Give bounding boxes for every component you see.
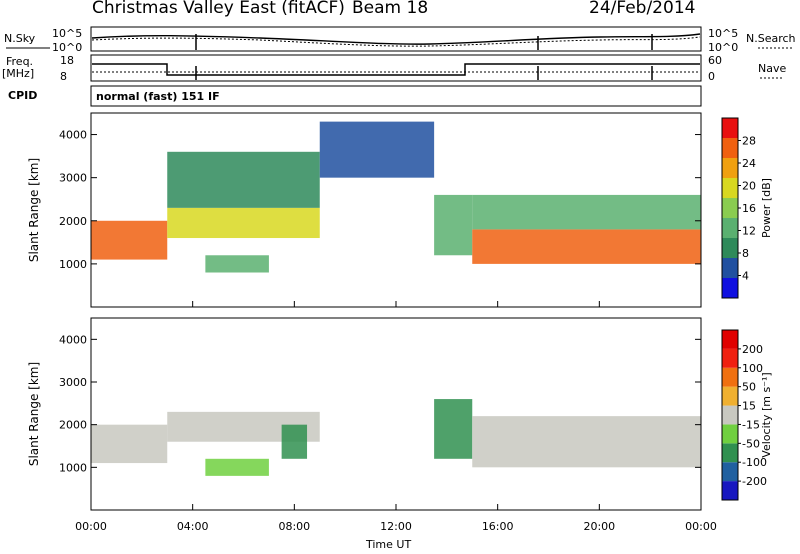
noise-panel-frame <box>90 26 702 52</box>
time-tick-label-2: 08:00 <box>278 520 310 533</box>
noise-search-legend-line <box>758 47 792 49</box>
power-colorbar-segment-8 <box>722 118 738 138</box>
noise-left-tick-bottom: 10^0 <box>52 41 83 54</box>
power-echo-region-5 <box>434 194 473 256</box>
freq-left-tick-top: 18 <box>60 54 74 67</box>
noise-search-label: N.Search <box>746 32 796 45</box>
power-colorbar-segment-7 <box>722 138 738 158</box>
velocity-colorbar-segment-3 <box>722 424 738 444</box>
power-colorbar-tick-label-3: 16 <box>742 202 756 215</box>
time-tick-label-1: 04:00 <box>177 520 209 533</box>
power-colorbar-segment-3 <box>722 218 738 238</box>
velocity-colorbar-tick-label-0: 200 <box>742 343 763 356</box>
velocity-y-tick-label-3: 4000 <box>59 333 87 346</box>
power-colorbar-segment-6 <box>722 158 738 178</box>
power-colorbar-segment-2 <box>722 238 738 258</box>
power-colorbar-segment-4 <box>722 198 738 218</box>
power-y-axis-label: Slant Range [km] <box>27 158 41 262</box>
power-echo-region-6 <box>472 229 701 264</box>
time-axis-label: Time UT <box>366 538 412 551</box>
power-colorbar-tick-label-6: 28 <box>742 135 756 148</box>
velocity-colorbar-segment-0 <box>722 481 738 500</box>
cpid-value: normal (fast) 151 IF <box>96 90 220 103</box>
velocity-colorbar-tick-label-1: 100 <box>742 362 763 375</box>
freq-panel-frame <box>90 54 702 82</box>
noise-right-tick-top: 10^5 <box>708 27 739 40</box>
power-colorbar-segment-5 <box>722 178 738 198</box>
noise-sky-label: N.Sky <box>4 32 36 45</box>
power-echo-region-2 <box>167 151 320 208</box>
time-tick-label-5: 20:00 <box>583 520 615 533</box>
power-echo-region-3 <box>205 255 269 273</box>
velocity-echo-region-0 <box>91 424 168 464</box>
velocity-colorbar-tick-label-3: 15 <box>742 400 756 413</box>
power-colorbar-segment-1 <box>722 258 738 278</box>
noise-left-tick-top: 10^5 <box>52 27 83 40</box>
velocity-colorbar-segment-6 <box>722 367 738 387</box>
velocity-colorbar-tick-label-4: -15 <box>742 418 760 431</box>
freq-right-tick-top: 60 <box>708 54 722 67</box>
velocity-y-tick-label-2: 3000 <box>59 376 87 389</box>
cpid-frame <box>90 85 702 107</box>
power-colorbar-segment-0 <box>722 278 738 298</box>
time-axis: 00:00 04:00 08:00 12:00 16:00 20:00 00:00 <box>75 301 717 533</box>
velocity-colorbar-label: Velocity [m s⁻¹] <box>760 372 773 457</box>
date-title: 24/Feb/2014 <box>589 0 696 18</box>
power-echo-region-0 <box>91 220 168 260</box>
velocity-colorbar-tick-label-6: -100 <box>742 456 767 469</box>
time-tick-label-0: 00:00 <box>75 520 107 533</box>
velocity-panel: 1000 2000 3000 4000 Slant Range [km] 200 100 50… <box>27 317 773 511</box>
time-tick-label-3: 12:00 <box>380 520 412 533</box>
cpid-label: CPID <box>8 89 38 102</box>
freq-label-2: [MHz] <box>2 67 35 80</box>
noise-right-tick-bottom: 10^0 <box>708 41 739 54</box>
velocity-echo-region-3 <box>281 424 308 459</box>
power-colorbar-tick-label-5: 24 <box>742 157 756 170</box>
freq-left-tick-bottom: 8 <box>60 70 67 83</box>
freq-right-tick-bottom: 0 <box>708 70 715 83</box>
velocity-colorbar-segment-8 <box>722 330 738 349</box>
velocity-echo-region-4 <box>434 399 473 459</box>
freq-line <box>92 63 700 76</box>
velocity-colorbar-tick-label-2: 50 <box>742 381 756 394</box>
time-tick-label-6: 00:00 <box>685 520 717 533</box>
time-tick-label-4: 16:00 <box>482 520 514 533</box>
velocity-colorbar-segment-1 <box>722 462 738 482</box>
power-y-tick-label-1: 2000 <box>59 215 87 228</box>
velocity-colorbar-segment-4 <box>722 405 738 425</box>
velocity-colorbar-tick-label-7: -200 <box>742 475 767 488</box>
velocity-y-tick-label-1: 2000 <box>59 419 87 432</box>
power-colorbar-tick-label-0: 4 <box>742 270 749 283</box>
velocity-colorbar-frame <box>721 329 739 501</box>
power-y-tick-label-2: 3000 <box>59 172 87 185</box>
power-colorbar-label: Power [dB] <box>760 178 773 238</box>
power-colorbar-tick-label-2: 12 <box>742 225 756 238</box>
power-colorbar-tick-label-1: 8 <box>742 247 749 260</box>
noise-search-line <box>91 36 701 47</box>
velocity-colorbar-tick-label-5: -50 <box>742 437 760 450</box>
velocity-colorbar-segment-2 <box>722 443 738 463</box>
velocity-colorbar-segment-5 <box>722 386 738 406</box>
beam-title: Beam 18 <box>352 0 429 18</box>
power-colorbar-tick-label-4: 20 <box>742 180 756 193</box>
power-y-tick-label-3: 4000 <box>59 129 87 142</box>
noise-sky-legend-line <box>6 47 50 49</box>
power-echo-region-4 <box>319 121 435 178</box>
velocity-echo-region-5 <box>472 416 701 468</box>
power-echo-region-1 <box>167 207 320 239</box>
noise-sky-line <box>91 33 701 45</box>
freq-label-1: Freq. <box>6 55 34 68</box>
nave-label: Nave <box>758 62 787 75</box>
velocity-y-tick-label-0: 1000 <box>59 461 87 474</box>
velocity-y-axis-label: Slant Range [km] <box>27 362 41 466</box>
power-echo-region-7 <box>472 194 701 230</box>
power-y-tick-label-0: 1000 <box>59 258 87 271</box>
power-panel: 1000 2000 3000 4000 Slant Range [km] 4 8 12 16 20… <box>27 112 773 308</box>
nave-legend-line <box>760 77 782 79</box>
velocity-colorbar-segment-7 <box>722 348 738 368</box>
station-title: Christmas Valley East (fitACF) <box>92 0 345 18</box>
velocity-echo-region-2 <box>205 458 269 476</box>
